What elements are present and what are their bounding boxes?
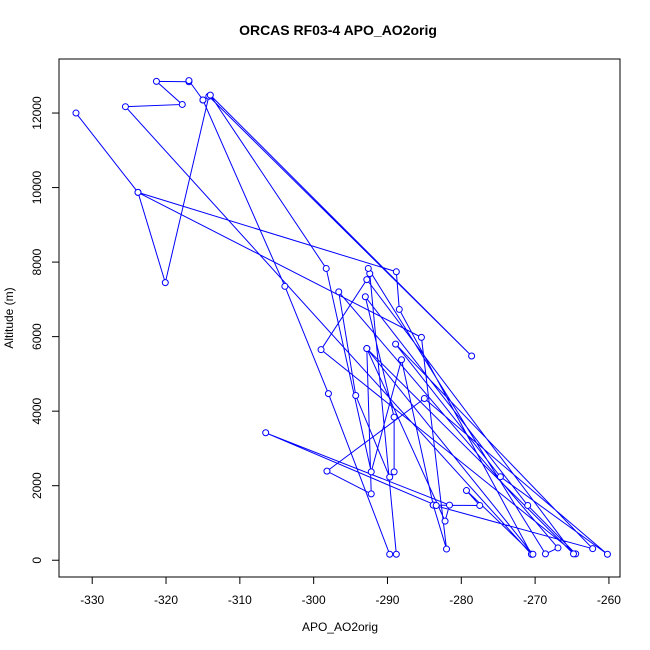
data-point-39 <box>317 346 325 354</box>
data-point-57 <box>262 429 270 437</box>
data-point-17 <box>178 100 186 108</box>
data-point-53 <box>529 550 537 558</box>
plot-frame <box>58 58 621 578</box>
data-point-28 <box>364 264 372 272</box>
y-tick-label-3: 6000 <box>30 323 44 350</box>
x-tick-label-1: -320 <box>154 593 178 607</box>
data-point-41 <box>570 550 577 558</box>
data-point-40 <box>363 276 371 284</box>
x-tick-label-2: -310 <box>228 593 252 607</box>
data-point-55 <box>441 517 449 525</box>
data-point-8 <box>398 356 406 364</box>
data-point-11 <box>417 333 425 341</box>
data-point-35 <box>390 413 398 421</box>
y-tick-label-0: 0 <box>30 557 44 564</box>
data-point-52 <box>462 487 470 495</box>
data-point-0 <box>72 109 80 117</box>
y-tick-label-6: 12000 <box>30 96 44 130</box>
data-point-6 <box>322 264 330 272</box>
data-point-45 <box>420 394 428 402</box>
data-point-36 <box>361 293 369 301</box>
data-point-2 <box>161 279 169 287</box>
y-tick-label-5: 10000 <box>30 171 44 205</box>
x-tick-label-5: -280 <box>449 593 473 607</box>
data-point-44 <box>323 467 331 475</box>
data-point-32 <box>352 392 360 400</box>
data-point-58 <box>432 501 440 509</box>
data-point-22 <box>199 96 207 104</box>
data-point-34 <box>390 468 398 476</box>
data-point-18 <box>152 77 160 85</box>
data-point-31 <box>335 288 343 296</box>
data-point-23 <box>281 282 289 290</box>
data-point-25 <box>386 550 394 558</box>
data-point-54 <box>363 345 371 353</box>
data-point-24 <box>324 390 332 398</box>
data-point-49 <box>589 545 597 553</box>
data-point-4 <box>468 352 476 360</box>
x-tick-label-3: -300 <box>302 593 326 607</box>
data-point-33 <box>386 473 394 481</box>
x-axis: -330 -320 -310 -300 -290 -280 -270 -260 <box>80 576 621 607</box>
y-axis-label: Altitude (m) <box>2 287 16 348</box>
chart-title: ORCAS RF03-4 APO_AO2orig <box>239 22 437 38</box>
data-point-48 <box>392 340 400 348</box>
data-point-5 <box>206 91 214 99</box>
y-tick-label-1: 2000 <box>30 472 44 499</box>
data-point-56 <box>445 501 453 509</box>
data-point-47 <box>496 473 504 481</box>
data-point-30 <box>554 544 562 552</box>
data-point-13 <box>392 268 400 276</box>
y-axis: 0 2000 4000 6000 8000 10000 12000 <box>30 96 60 564</box>
data-point-20 <box>185 77 193 85</box>
y-tick-label-4: 8000 <box>30 248 44 275</box>
x-tick-label-7: -260 <box>597 593 621 607</box>
data-layer <box>72 77 611 558</box>
x-tick-label-4: -290 <box>375 593 399 607</box>
x-tick-label-0: -330 <box>80 593 104 607</box>
data-point-10 <box>443 545 451 553</box>
x-tick-label-6: -270 <box>523 593 547 607</box>
data-point-26 <box>392 550 400 558</box>
data-point-37 <box>524 501 532 509</box>
data-point-12 <box>134 188 142 196</box>
data-point-7 <box>367 468 375 476</box>
x-axis-label: APO_AO2orig <box>302 620 378 634</box>
y-tick-label-2: 4000 <box>30 397 44 424</box>
data-point-14 <box>395 305 403 313</box>
data-point-29 <box>541 550 549 558</box>
data-point-43 <box>367 490 375 498</box>
data-point-51 <box>476 501 484 509</box>
data-point-46 <box>603 550 611 558</box>
series-line <box>75 79 608 555</box>
data-point-16 <box>121 103 129 111</box>
